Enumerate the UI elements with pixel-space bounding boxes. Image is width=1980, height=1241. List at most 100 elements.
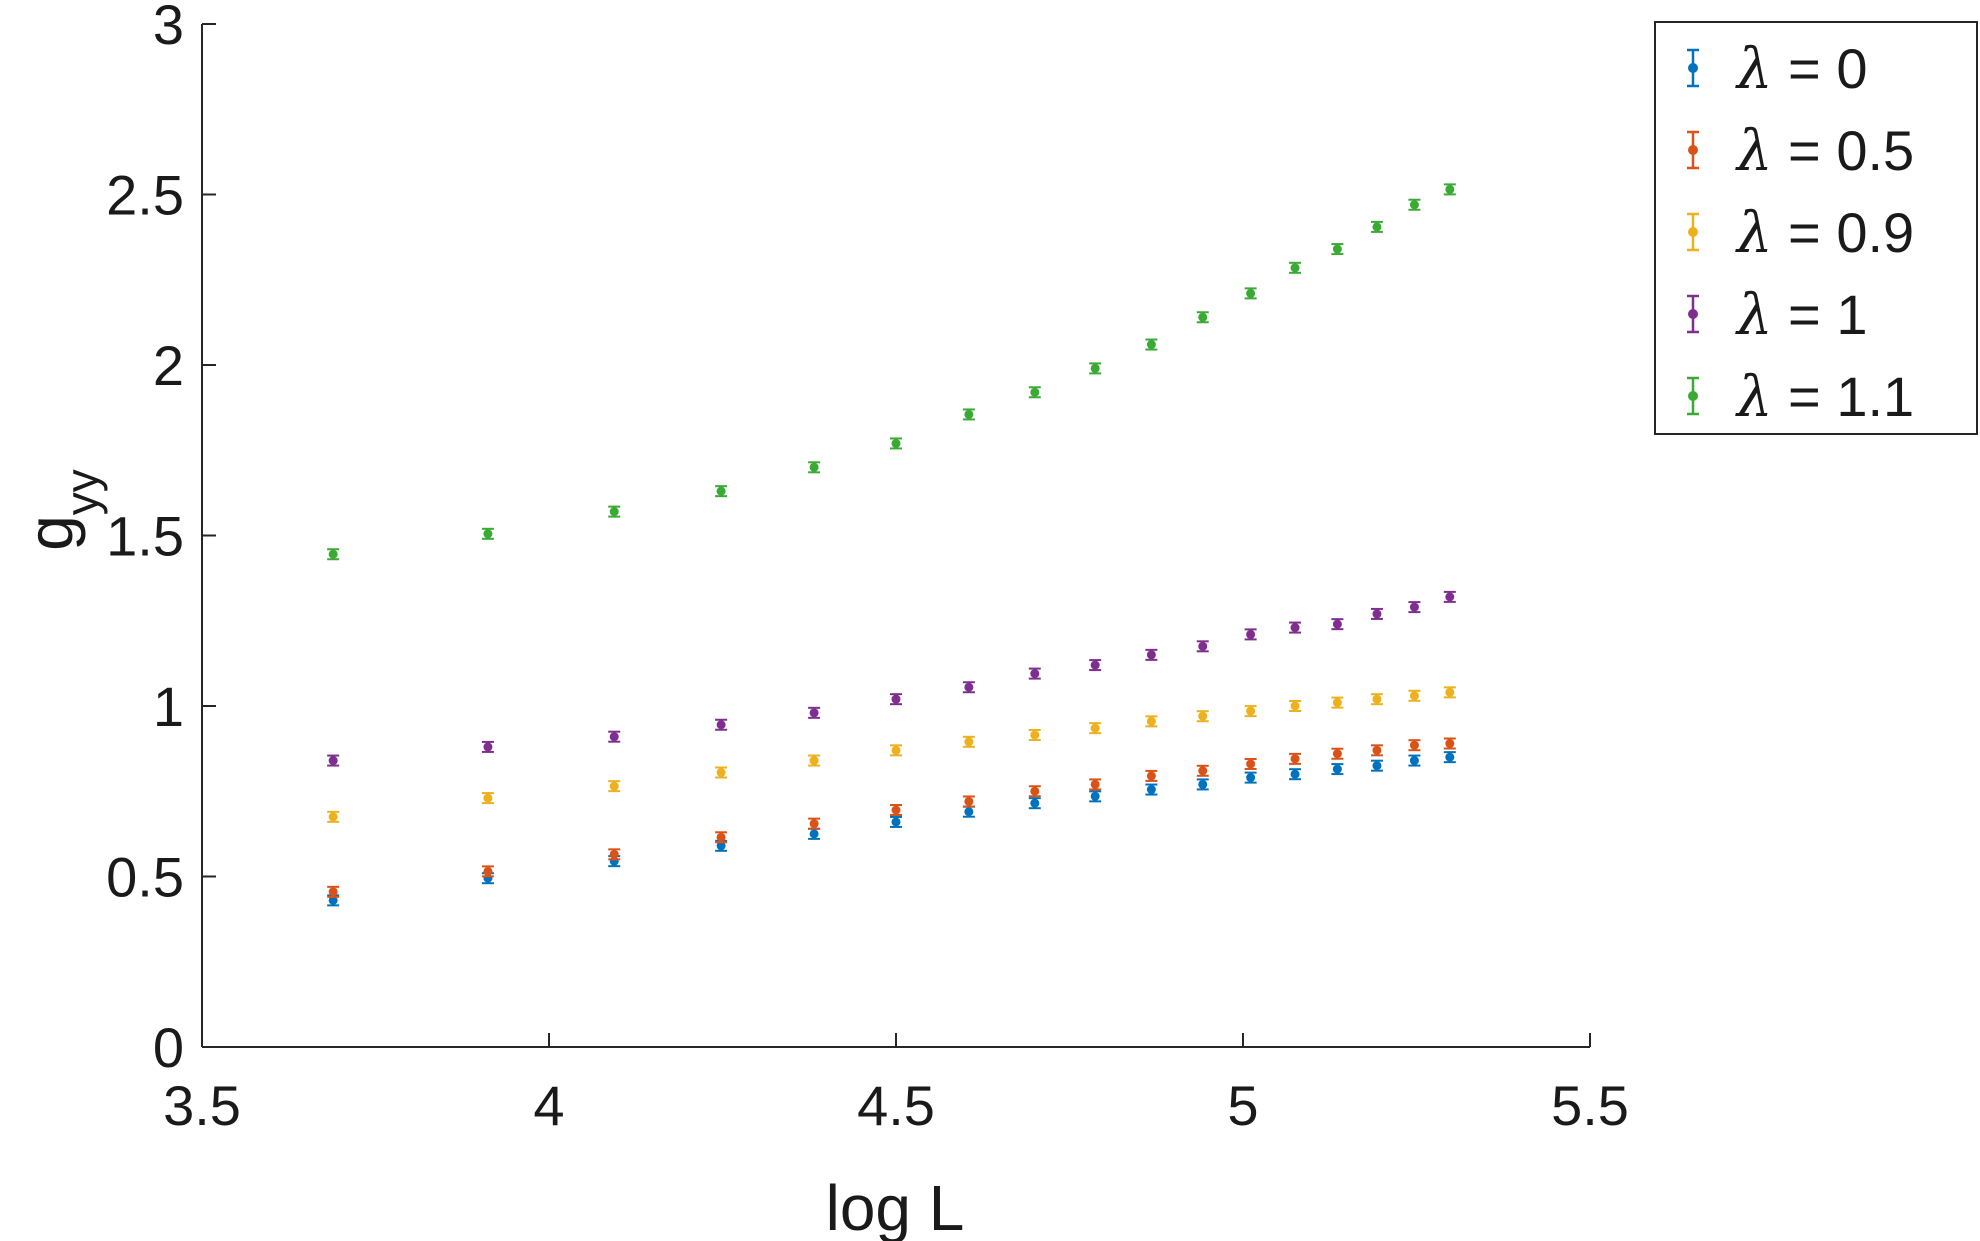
y-tick-label: 3 bbox=[153, 0, 184, 56]
data-point bbox=[808, 754, 821, 767]
data-point bbox=[1145, 338, 1158, 351]
data-point bbox=[327, 810, 340, 823]
legend-label: λ = 1 bbox=[1735, 283, 1867, 348]
data-point bbox=[962, 408, 975, 421]
data-point bbox=[1331, 747, 1344, 760]
data-point bbox=[962, 805, 975, 818]
data-point bbox=[608, 505, 621, 518]
data-point bbox=[1289, 621, 1302, 634]
data-point bbox=[1289, 261, 1302, 274]
x-tick-label: 3.5 bbox=[163, 1074, 241, 1137]
data-point bbox=[715, 718, 728, 731]
data-point bbox=[890, 437, 902, 450]
series-0_5 bbox=[327, 737, 1456, 898]
y-tick-label: 1 bbox=[153, 675, 184, 738]
data-point bbox=[962, 735, 975, 748]
data-point bbox=[1408, 689, 1421, 702]
x-tick-label: 4.5 bbox=[857, 1074, 935, 1137]
data-point bbox=[1196, 778, 1209, 791]
data-point bbox=[1370, 759, 1383, 772]
data-point bbox=[1408, 754, 1421, 767]
y-tick-label: 2 bbox=[153, 334, 184, 397]
legend-label: λ = 1.1 bbox=[1735, 365, 1914, 430]
y-axis-ticks: 0 0.5 1 1.5 2 2.5 3 bbox=[106, 0, 216, 1079]
data-point bbox=[808, 461, 821, 474]
data-point bbox=[1370, 693, 1383, 706]
data-point bbox=[1331, 763, 1344, 776]
data-point bbox=[808, 827, 821, 840]
data-point bbox=[481, 792, 494, 805]
data-point bbox=[1443, 751, 1456, 764]
legend-label: λ = 0.9 bbox=[1735, 201, 1914, 266]
data-point bbox=[1244, 771, 1257, 784]
series-1_1 bbox=[327, 183, 1456, 561]
data-point bbox=[1145, 648, 1158, 661]
data-point bbox=[1028, 785, 1041, 798]
data-point bbox=[1089, 362, 1102, 375]
data-point bbox=[1443, 183, 1456, 196]
data-point bbox=[1289, 768, 1302, 781]
data-point bbox=[1028, 797, 1041, 810]
data-point bbox=[715, 485, 728, 498]
y-tick-label: 2.5 bbox=[106, 164, 184, 227]
data-point bbox=[608, 848, 621, 861]
data-point bbox=[1089, 659, 1102, 672]
data-point bbox=[1289, 752, 1302, 765]
data-point bbox=[608, 730, 621, 743]
series-0 bbox=[327, 751, 1456, 907]
data-point bbox=[1443, 686, 1456, 699]
legend: λ = 0 λ = 0.5 λ = 0.9 λ = 1 λ = 1.1 bbox=[1654, 21, 1978, 435]
data-point bbox=[808, 817, 821, 830]
data-point bbox=[481, 527, 494, 540]
data-point bbox=[1089, 722, 1102, 735]
y-axis-label-main: g bbox=[14, 515, 86, 551]
data-point bbox=[962, 681, 975, 694]
data-point bbox=[715, 831, 728, 844]
data-point bbox=[1196, 640, 1209, 653]
data-point bbox=[1145, 769, 1158, 782]
y-axis-label: gyy bbox=[14, 469, 108, 551]
data-point bbox=[1244, 287, 1257, 300]
y-axis-label-subscript: yy bbox=[56, 469, 108, 515]
axes bbox=[201, 24, 1590, 1048]
plot-marks bbox=[327, 183, 1456, 907]
data-point bbox=[890, 815, 902, 828]
data-point bbox=[962, 795, 975, 808]
data-point bbox=[1331, 696, 1344, 709]
data-point bbox=[1443, 590, 1456, 603]
data-point bbox=[1370, 744, 1383, 757]
data-point bbox=[1244, 628, 1257, 641]
data-point bbox=[1244, 705, 1257, 718]
data-point bbox=[1196, 764, 1209, 777]
data-point bbox=[1331, 243, 1344, 256]
x-tick-label: 5.5 bbox=[1551, 1074, 1629, 1137]
data-point bbox=[715, 766, 728, 779]
x-axis-label: log L bbox=[826, 1172, 965, 1241]
data-point bbox=[327, 548, 340, 561]
series-0_9 bbox=[327, 686, 1456, 823]
data-point bbox=[1145, 783, 1158, 796]
data-point bbox=[1370, 607, 1383, 620]
data-point bbox=[608, 780, 621, 793]
data-point bbox=[1289, 700, 1302, 712]
data-point bbox=[890, 693, 902, 706]
data-point bbox=[1028, 728, 1041, 741]
data-point bbox=[481, 865, 494, 878]
x-axis-ticks: 3.5 4 4.5 5 5.5 bbox=[163, 1033, 1629, 1137]
data-point bbox=[890, 804, 902, 817]
data-point bbox=[1408, 198, 1421, 211]
data-point bbox=[1196, 710, 1209, 723]
data-point bbox=[890, 744, 902, 757]
y-tick-label: 0 bbox=[153, 1016, 184, 1079]
data-point bbox=[1370, 220, 1383, 233]
data-point bbox=[327, 885, 340, 898]
data-point bbox=[1028, 386, 1041, 399]
data-point bbox=[481, 740, 494, 753]
series-1 bbox=[327, 590, 1456, 767]
legend-item: λ = 1 bbox=[1687, 283, 1867, 348]
legend-item: λ = 1.1 bbox=[1687, 365, 1914, 430]
legend-item: λ = 0 bbox=[1687, 37, 1867, 102]
legend-label: λ = 0 bbox=[1735, 37, 1867, 102]
data-point bbox=[1028, 667, 1041, 680]
